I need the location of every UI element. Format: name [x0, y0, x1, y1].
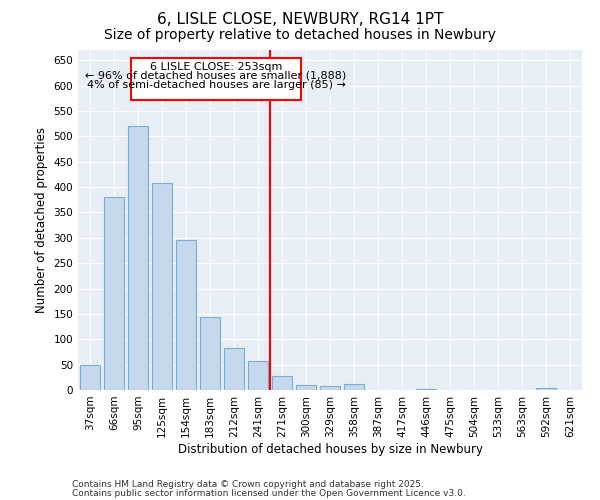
Y-axis label: Number of detached properties: Number of detached properties: [35, 127, 48, 313]
Text: 4% of semi-detached houses are larger (85) →: 4% of semi-detached houses are larger (8…: [86, 80, 346, 90]
Text: 6 LISLE CLOSE: 253sqm: 6 LISLE CLOSE: 253sqm: [150, 62, 282, 72]
Bar: [200, 318, 220, 390]
Bar: [131, 58, 301, 100]
Bar: [296, 385, 316, 390]
Text: Size of property relative to detached houses in Newbury: Size of property relative to detached ho…: [104, 28, 496, 42]
Text: Contains HM Land Registry data © Crown copyright and database right 2025.: Contains HM Land Registry data © Crown c…: [72, 480, 424, 489]
Bar: [320, 386, 340, 390]
Bar: [128, 126, 148, 390]
Bar: [176, 240, 196, 390]
X-axis label: Distribution of detached houses by size in Newbury: Distribution of detached houses by size …: [178, 442, 482, 456]
Bar: [152, 183, 172, 390]
Bar: [248, 361, 268, 390]
Text: 6, LISLE CLOSE, NEWBURY, RG14 1PT: 6, LISLE CLOSE, NEWBURY, RG14 1PT: [157, 12, 443, 28]
Text: Contains public sector information licensed under the Open Government Licence v3: Contains public sector information licen…: [72, 488, 466, 498]
Bar: [104, 197, 124, 390]
Bar: [80, 364, 100, 390]
Bar: [416, 389, 436, 390]
Text: ← 96% of detached houses are smaller (1,888): ← 96% of detached houses are smaller (1,…: [85, 71, 347, 81]
Bar: [344, 384, 364, 390]
Bar: [536, 388, 556, 390]
Bar: [224, 348, 244, 390]
Bar: [272, 376, 292, 390]
